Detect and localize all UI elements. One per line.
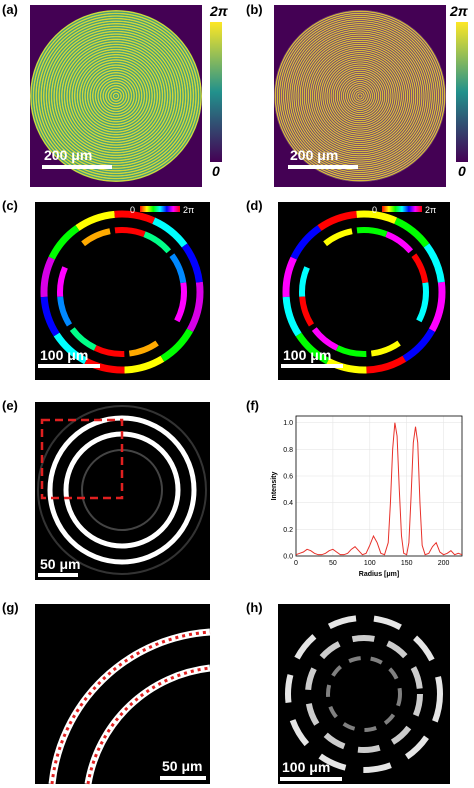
x-tick-label: 200: [438, 560, 450, 567]
scale-text: 100 μm: [282, 759, 330, 775]
colorbar-label: 0: [372, 205, 377, 215]
ring-arcs: [48, 628, 211, 785]
y-tick-label: 1.0: [283, 420, 293, 427]
x-tick-label: 150: [401, 560, 413, 567]
scale-bar: [281, 364, 343, 368]
roi-box: [40, 418, 124, 500]
panel-label: (h): [246, 600, 263, 615]
scale-text: 50 μm: [40, 556, 80, 572]
x-tick-label: 50: [329, 560, 337, 567]
image: [35, 604, 210, 784]
plot-frame: [295, 415, 463, 557]
scale-bar: [38, 573, 78, 577]
scale-bar: [280, 777, 342, 781]
phase-map: [30, 10, 202, 182]
panel-label: (a): [2, 2, 18, 17]
rings: [37, 405, 207, 575]
colorbar: [382, 206, 422, 212]
y-axis-label: Intensity: [271, 472, 278, 501]
scale-text: 100 μm: [283, 347, 331, 363]
x-axis-label: Radius [μm]: [359, 571, 399, 578]
scale-text: 200 μm: [44, 147, 92, 163]
colorbar-label: 0: [130, 205, 135, 215]
colorbar-label: 0: [212, 163, 220, 179]
y-tick-label: 0.4: [283, 500, 293, 507]
colorbar-label: 2π: [183, 205, 194, 215]
colorbar-label: 2π: [449, 3, 469, 19]
image: [278, 604, 450, 784]
colorbar-label: 2π: [209, 3, 229, 19]
panel-label: (c): [2, 198, 18, 213]
scale-bar: [42, 165, 112, 169]
x-tick-label: 100: [364, 560, 376, 567]
colorbar-label: 0: [458, 163, 466, 179]
line: [295, 422, 463, 556]
panel-label: (b): [246, 2, 263, 17]
colorbar-label: 2π: [425, 205, 436, 215]
vortex-rings: [40, 210, 204, 374]
scale-bar: [160, 776, 206, 780]
y-tick-label: 0.8: [283, 447, 293, 454]
vortex-rings: [282, 210, 446, 374]
y-tick-label: 0.0: [283, 554, 293, 561]
line-chart: 0.0 0.2 0.4 0.6 0.8 1.0 0 50 100 150 200 Radius [μm…: [271, 415, 463, 578]
panel-label: (f): [246, 398, 259, 413]
x-tick-label: 0: [294, 560, 298, 567]
panel-label: (g): [2, 600, 19, 615]
scale-text: 200 μm: [290, 147, 338, 163]
scale-text: 100 μm: [40, 347, 88, 363]
y-tick-label: 0.6: [283, 474, 293, 481]
scale-bar: [288, 165, 358, 169]
panel-label: (d): [246, 198, 263, 213]
panel-label: (e): [2, 398, 18, 413]
scale-text: 50 μm: [162, 758, 202, 774]
colorbar: [210, 22, 222, 162]
colorbar: [456, 22, 468, 162]
rings: [285, 615, 443, 773]
phase-map: [274, 10, 446, 182]
colorbar: [140, 206, 180, 212]
y-tick-label: 0.2: [283, 527, 293, 534]
scale-bar: [38, 364, 100, 368]
